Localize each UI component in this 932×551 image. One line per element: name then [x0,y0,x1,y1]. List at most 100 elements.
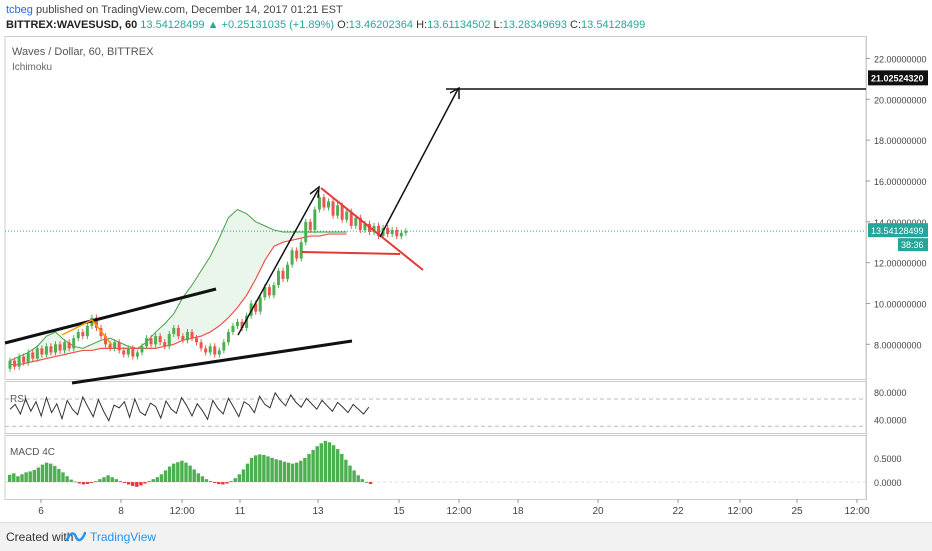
candle-body [304,221,308,243]
macd-histogram-bar [139,482,143,486]
chart-area[interactable]: Waves / Dollar, 60, BITTREX Ichimoku RSI… [0,36,932,522]
macd-histogram-bar [98,479,102,483]
macd-histogram-bar [249,457,254,483]
up-arrow-icon: ▲ [207,19,219,31]
time-tick-label: 20 [592,506,604,517]
macd-histogram-bar [32,469,36,483]
tradingview-brand[interactable]: TradingView [90,530,157,544]
candle-body [185,332,189,341]
macd-histogram-bar [118,481,123,483]
macd-histogram-bar [266,456,270,483]
candle-body [145,338,148,347]
candle-body [40,348,44,355]
candle-body [172,327,176,335]
lower-channel-line[interactable] [71,339,353,385]
macd-histogram-bar [114,479,118,483]
time-tick-label: 22 [672,506,684,517]
macd-histogram-bar [131,482,135,486]
chart-canvas[interactable]: Waves / Dollar, 60, BITTREX Ichimoku RSI… [0,36,932,522]
macd-histogram-bar [237,474,241,483]
macd-histogram-bar [303,457,307,483]
candle-body [249,303,253,316]
ichimoku-cloud [10,209,347,365]
symbol-name: BITTREX:WAVESUSD, 60 [6,19,138,31]
candle-body [345,211,349,220]
macd-histogram-bar [348,465,352,483]
candle-body [17,356,21,367]
candle-body [81,332,85,337]
time-tick-label: 15 [393,506,405,517]
macd-histogram-bar [184,462,188,483]
candle-body [272,285,276,296]
macd-histogram-bar [217,482,221,484]
candle-body [131,348,135,357]
triangle-upper-line[interactable] [320,187,424,271]
target-price-marker [868,70,928,86]
macd-histogram-bar [8,474,12,483]
macd-histogram-bar [49,463,53,483]
candle-body [44,346,48,355]
triangle-lower-line[interactable] [301,251,401,255]
publisher-username[interactable]: tcbeg [6,4,33,16]
macd-histogram-bar [340,453,344,483]
macd-histogram-bar [65,476,69,483]
candle-body [377,225,381,237]
candle-body [340,205,344,220]
impulse-arrow-line[interactable] [237,189,319,336]
candle-body [327,201,330,208]
macd-histogram-bar [290,463,295,483]
candle-body [217,350,221,355]
candle-body [76,332,80,339]
price-tick-label: 14.00000000 [874,218,927,228]
candle-body [154,336,158,345]
price-tick-label: 16.00000000 [874,177,927,187]
candle-body [117,342,121,351]
candle-body [176,327,180,337]
macd-histogram-bar [163,470,168,483]
macd-histogram-bar [159,474,164,483]
price-tick-label: 8.00000000 [874,340,922,350]
macd-histogram-bar [20,474,24,483]
low-value: 13.28349693 [502,19,567,31]
macd-histogram-bar [307,453,311,483]
candle-body [363,223,367,230]
candle-body [281,270,285,279]
candle-body [135,352,139,357]
candle-body [213,346,217,355]
candle-body [72,338,76,349]
chart-title: Waves / Dollar, 60, BITTREX [12,46,154,58]
candle-body [399,232,403,237]
time-tick-label: 12:00 [169,506,194,517]
publish-text: published on TradingView.com, December 1… [32,4,343,16]
macd-histogram-bar [106,475,110,483]
price-pane-border [4,36,867,380]
candle-body [181,336,185,341]
upper-channel-line[interactable] [4,287,217,345]
macd-histogram-bar [143,482,147,484]
candle-body [349,211,353,226]
orange-pattern-line[interactable] [61,319,113,346]
macd-histogram-bar [192,469,196,483]
candle-body [386,227,390,235]
macd-histogram-bar [167,466,172,483]
candle-body [336,205,340,216]
candle-body [85,325,89,337]
macd-histogram-bar [323,440,328,483]
macd-histogram-bar [172,463,176,483]
candle-body [113,342,117,349]
candle-body [195,338,199,343]
macd-histogram-bar [110,477,114,483]
time-tick-label: 12:00 [446,506,471,517]
macd-histogram-bar [40,464,45,483]
target-arrow-head-icon [449,86,460,99]
macd-histogram-bar [270,457,274,483]
macd-histogram-bar [81,482,86,485]
macd-histogram-bar [229,481,233,483]
macd-histogram-bar [254,455,258,483]
tradingview-logo-icon[interactable] [66,528,86,544]
candle-body [226,332,230,343]
candle-body [286,264,290,279]
target-arrow-line[interactable] [379,88,459,238]
macd-histogram-bar [278,460,282,483]
close-label: C: [570,19,582,31]
